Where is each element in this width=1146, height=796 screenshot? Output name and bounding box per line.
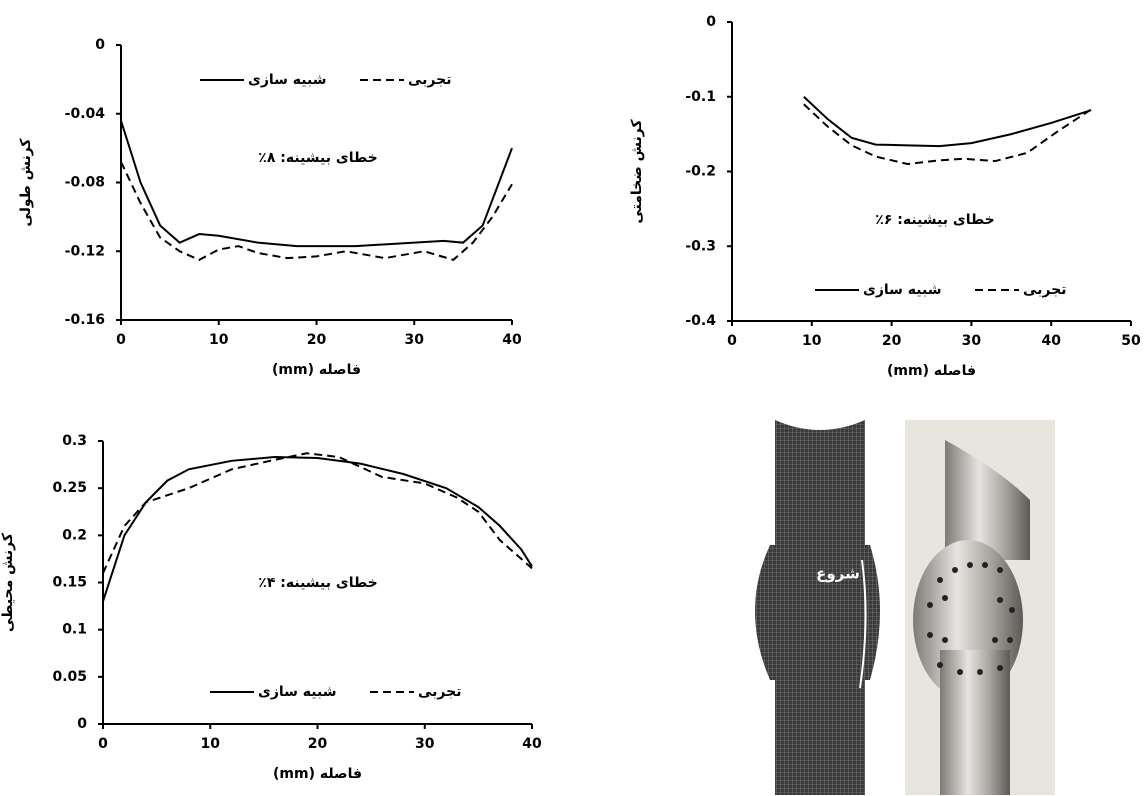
y-tick-label: -0.08 xyxy=(65,175,105,191)
photo-image xyxy=(905,420,1055,795)
series-line xyxy=(803,96,1092,148)
image-annotation: شروع xyxy=(816,565,860,583)
x-tick-label: 20 xyxy=(882,333,902,349)
series-line xyxy=(102,456,533,602)
y-tick-label: -0.3 xyxy=(685,238,716,254)
x-axis-label: فاصله (mm) xyxy=(273,766,362,782)
x-tick-label: 10 xyxy=(201,736,221,752)
series-line xyxy=(120,120,513,248)
x-tick-label: 20 xyxy=(307,332,327,348)
x-tick-label: 0 xyxy=(98,736,108,752)
y-axis-label: کرنش ضخامتی xyxy=(629,119,645,224)
y-tick-label: -0.1 xyxy=(685,89,716,105)
x-tick-label: 30 xyxy=(962,333,982,349)
y-tick-label: -0.16 xyxy=(65,312,105,328)
x-tick-label: 30 xyxy=(405,332,425,348)
series-line xyxy=(120,161,513,261)
x-tick-label: 40 xyxy=(1041,333,1061,349)
y-tick-label: 0.2 xyxy=(62,527,87,543)
x-tick-label: 50 xyxy=(1121,333,1141,349)
y-tick-label: 0.05 xyxy=(52,669,87,685)
legend-label: تجربی xyxy=(418,684,461,700)
y-tick-label: 0 xyxy=(77,716,87,732)
y-tick-label: -0.04 xyxy=(65,106,106,122)
annotation: خطای بیشینه: ۶٪ xyxy=(875,212,994,228)
legend-label: شبیه سازی xyxy=(248,72,326,88)
annotation: خطای بیشینه: ۸٪ xyxy=(258,150,377,166)
y-axis-label: کرنش طولی xyxy=(18,138,34,227)
x-tick-label: 40 xyxy=(522,736,542,752)
y-tick-label: 0 xyxy=(706,14,716,30)
legend-label: شبیه سازی xyxy=(258,684,336,700)
x-tick-label: 20 xyxy=(308,736,328,752)
legend-label: شبیه سازی xyxy=(863,282,941,298)
legend-label: تجربی xyxy=(1023,282,1066,298)
y-tick-label: 0.1 xyxy=(62,622,87,638)
y-tick-label: -0.2 xyxy=(685,164,716,180)
series-line xyxy=(803,103,1092,166)
y-tick-label: 0.15 xyxy=(52,575,87,591)
x-tick-label: 10 xyxy=(802,333,822,349)
x-tick-label: 0 xyxy=(116,332,126,348)
x-tick-label: 30 xyxy=(415,736,435,752)
series-line xyxy=(102,452,533,574)
x-tick-label: 40 xyxy=(502,332,522,348)
y-tick-label: -0.12 xyxy=(65,243,105,259)
x-axis-label: فاصله (mm) xyxy=(272,362,361,378)
fe-model-image: شروع xyxy=(755,420,880,795)
annotation: خطای بیشینه: ۴٪ xyxy=(258,575,377,591)
y-tick-label: 0 xyxy=(95,37,105,53)
x-axis-label: فاصله (mm) xyxy=(887,363,976,379)
y-tick-label: -0.4 xyxy=(685,313,716,329)
x-tick-label: 0 xyxy=(727,333,737,349)
y-tick-label: 0.3 xyxy=(62,433,87,449)
y-tick-label: 0.25 xyxy=(52,480,87,496)
y-axis-label: کرنش محیطی xyxy=(0,532,16,632)
legend-label: تجربی xyxy=(408,72,451,88)
x-tick-label: 10 xyxy=(209,332,229,348)
